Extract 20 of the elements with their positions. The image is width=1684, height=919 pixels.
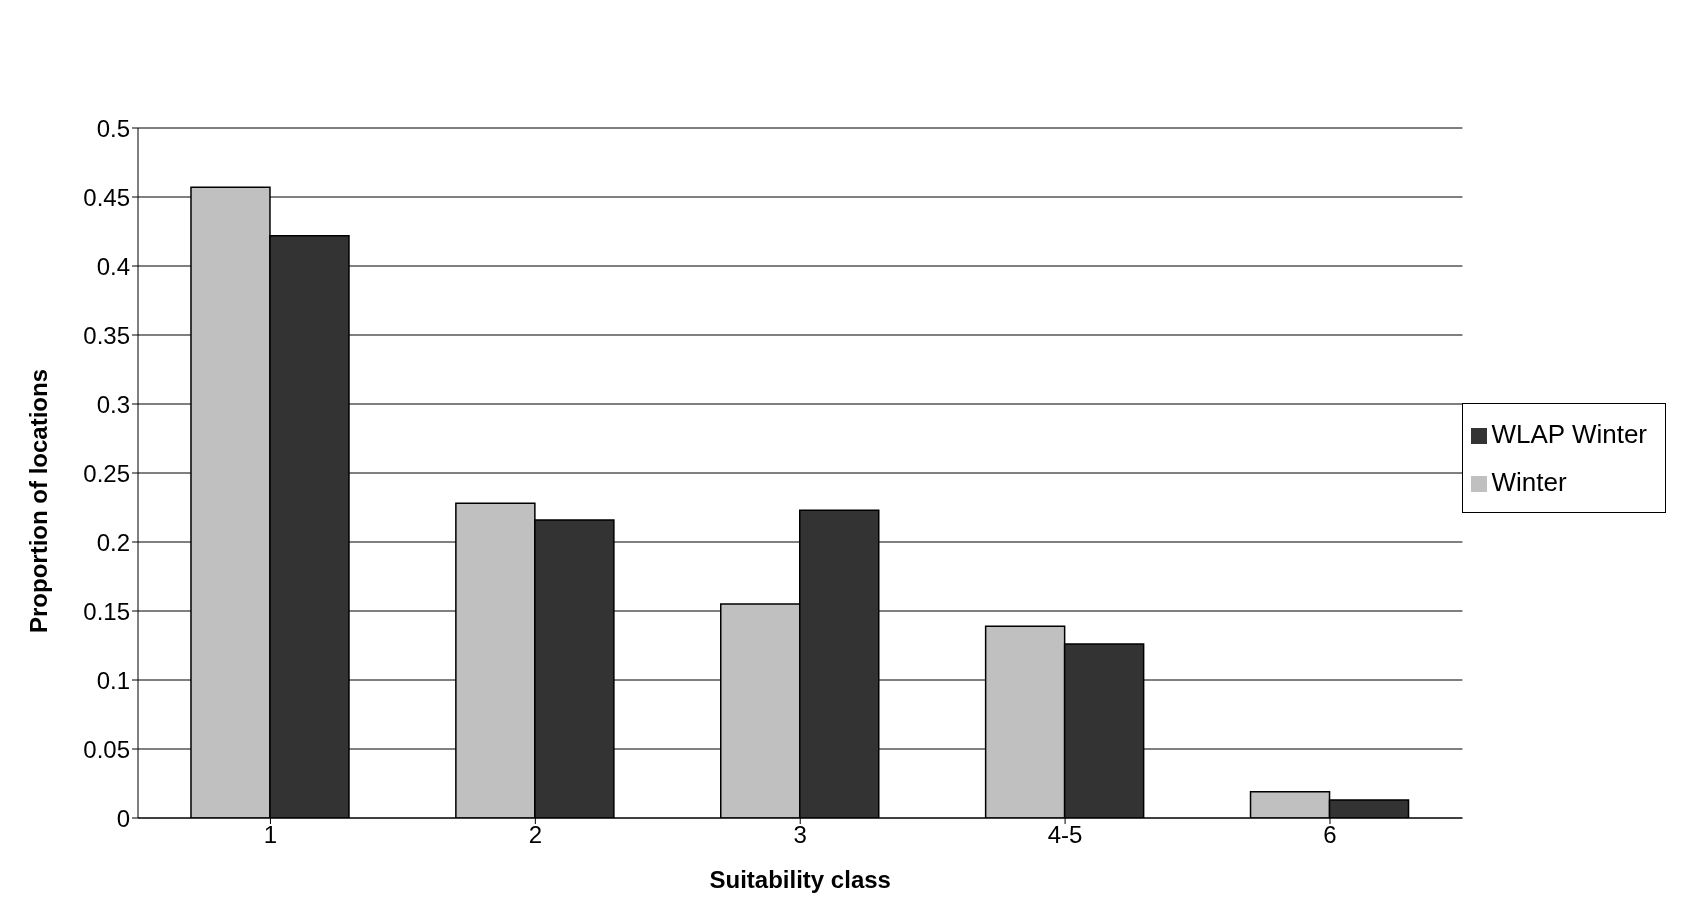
x-tick-label: 3: [793, 821, 807, 849]
y-axis-title: Proportion of locations: [24, 369, 52, 633]
x-tick-label: 4-5: [1047, 821, 1083, 849]
y-tick-label: 0.25: [83, 459, 130, 487]
y-tick-label: 0.1: [96, 666, 130, 694]
y-tick-label: 0.45: [83, 183, 130, 211]
y-tick-label: 0.3: [96, 390, 130, 418]
legend-label: Winter: [1491, 467, 1567, 497]
legend-label: WLAP Winter: [1491, 419, 1647, 449]
y-tick-label: 0.2: [96, 528, 130, 556]
y-tick-label: 0.35: [83, 321, 130, 349]
x-tick-label: 1: [263, 821, 278, 849]
x-tick-label: 6: [1323, 821, 1337, 849]
x-tick-label: 2: [528, 821, 543, 849]
y-tick-label: 0: [116, 804, 130, 832]
y-tick-label: 0.15: [83, 597, 130, 625]
y-tick-label: 0.05: [83, 735, 130, 763]
x-axis-title: Suitability class: [709, 866, 891, 893]
y-tick-label: 0.4: [96, 252, 130, 280]
y-tick-label: 0.5: [96, 114, 130, 142]
